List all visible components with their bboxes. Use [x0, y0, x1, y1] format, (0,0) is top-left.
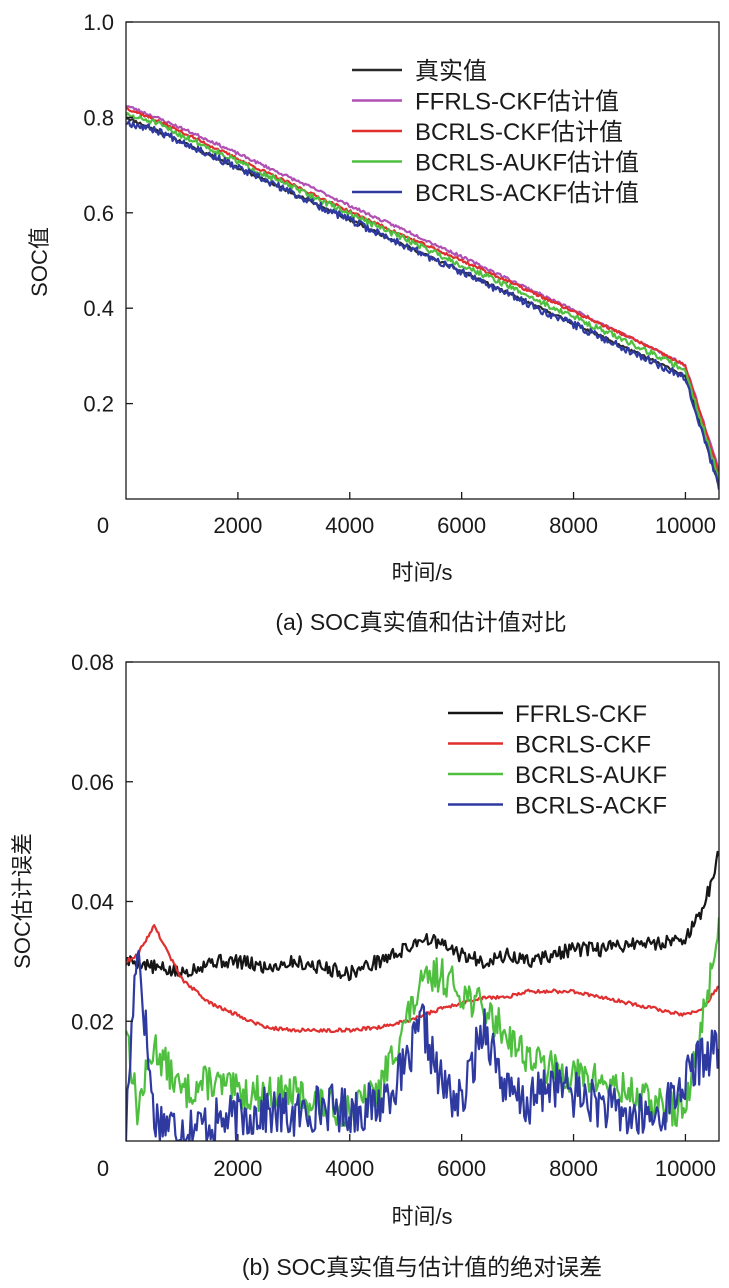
y-tick-label: 0.02: [71, 1009, 114, 1034]
plot-area-frame: [125, 21, 720, 500]
series-line-3: [126, 917, 719, 1128]
y-tick-label: 0.6: [83, 201, 114, 226]
x-axis-label: 时间/s: [391, 1204, 452, 1229]
x-tick-label: 8000: [549, 1156, 598, 1181]
chart-soc-comparison: 2000 4000 6000 8000 10000 0.2 0.4 0.6 0.8 1.0 0 真…: [27, 10, 720, 635]
legend-label: BCRLS-ACKF估计值: [415, 180, 639, 207]
legend-label: BCRLS-ACKF: [515, 793, 667, 820]
legend-label: 真实值: [415, 58, 487, 85]
chart-caption: (a) SOC真实值和估计值对比: [275, 609, 566, 635]
legend-label: FFRLS-CKF: [515, 701, 647, 728]
x-tick-label: 6000: [437, 513, 486, 538]
y-tick-label: 0.8: [83, 105, 114, 130]
y-axis-label: SOC值: [27, 227, 52, 297]
series-group: [126, 105, 719, 490]
legend-label: BCRLS-AUKF估计值: [415, 150, 639, 177]
y-tick-label: 1.0: [83, 10, 114, 35]
legend-label: BCRLS-CKF: [515, 732, 651, 759]
axis-ticks: 2000 4000 6000 8000 10000 0.02 0.04 0.06 0.08: [71, 650, 716, 1181]
x-tick-label: 4000: [325, 1156, 374, 1181]
x-tick-label: 4000: [325, 513, 374, 538]
legend: 真实值 FFRLS-CKF估计值 BCRLS-CKF估计值 BCRLS-AUKF估计值…: [352, 58, 639, 207]
y-tick-label: 0.4: [83, 296, 114, 321]
legend-label: BCRLS-CKF估计值: [415, 119, 623, 146]
series-line-2: [126, 923, 719, 1034]
x-tick-label: 8000: [549, 513, 598, 538]
x-tick-label: 2000: [213, 513, 262, 538]
legend-label: FFRLS-CKF估计值: [415, 89, 619, 116]
x-tick-label: 2000: [213, 1156, 262, 1181]
legend: FFRLS-CKF BCRLS-CKF BCRLS-AUKF BCRLS-ACKF: [448, 701, 667, 820]
series-group: [126, 850, 719, 1141]
series-line-1: [126, 850, 719, 982]
y-axis-label: SOC估计误差: [10, 833, 35, 969]
x-axis-label: 时间/s: [391, 560, 452, 585]
x-tick-label: 10000: [655, 1156, 716, 1181]
x-origin-label: 0: [97, 513, 109, 538]
y-tick-label: 0.2: [83, 392, 114, 417]
series-line-4: [126, 949, 719, 1141]
series-line-3: [126, 106, 719, 474]
y-tick-label: 0.06: [71, 770, 114, 795]
axis-ticks: 2000 4000 6000 8000 10000 0.2 0.4 0.6 0.8 1.0: [83, 10, 716, 538]
x-tick-label: 10000: [655, 513, 716, 538]
legend-label: BCRLS-AUKF: [515, 762, 667, 789]
y-tick-label: 0.04: [71, 890, 114, 915]
x-tick-label: 6000: [437, 1156, 486, 1181]
y-tick-label: 0.08: [71, 650, 114, 675]
series-line-5: [126, 120, 719, 490]
chart-caption: (b) SOC真实值与估计值的绝对误差: [242, 1254, 602, 1280]
x-origin-label: 0: [97, 1156, 109, 1181]
